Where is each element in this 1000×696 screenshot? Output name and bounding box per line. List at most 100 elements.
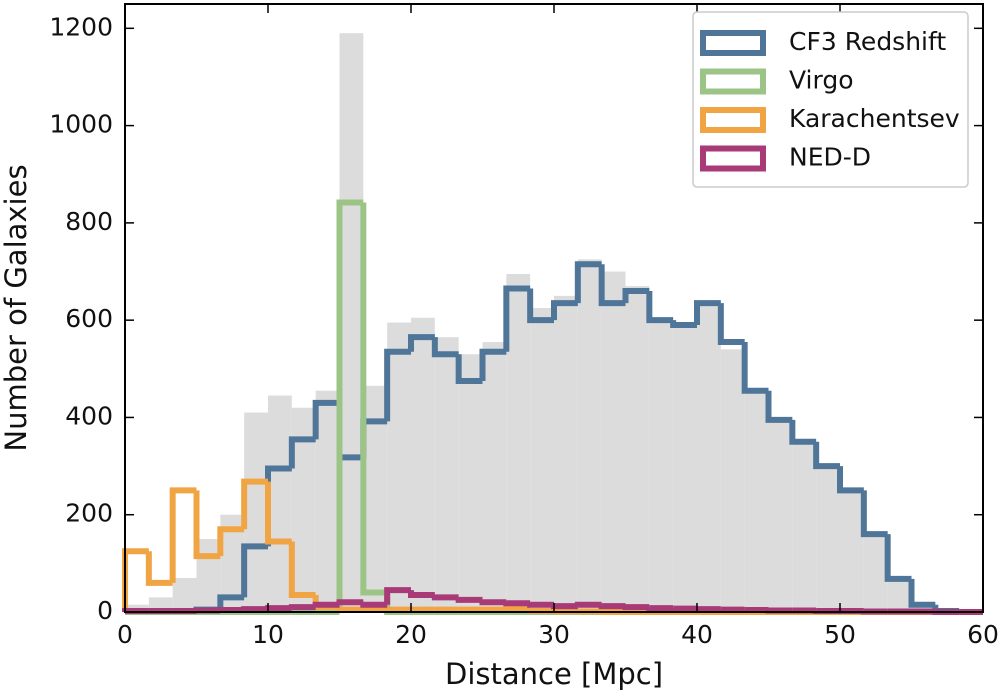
- bar: [625, 286, 650, 612]
- step-segment: [288, 541, 316, 598]
- step-segment: [241, 543, 268, 598]
- legend-label: Virgo: [789, 66, 854, 95]
- step-segment: [479, 599, 507, 606]
- step-segment: [122, 548, 149, 612]
- step-segment: [717, 303, 745, 346]
- step-segment: [527, 608, 554, 615]
- bar: [339, 33, 364, 612]
- legend-swatch: [700, 30, 766, 56]
- y-tick-label: 1000: [49, 110, 113, 139]
- bar: [840, 490, 864, 612]
- bar: [887, 580, 912, 612]
- y-tick-label: 0: [97, 596, 113, 625]
- step-segment: [193, 490, 221, 560]
- step-segment: [408, 590, 435, 598]
- bar: [506, 273, 531, 612]
- bar: [244, 412, 268, 612]
- y-tick-label: 800: [65, 207, 113, 236]
- bar: [554, 295, 578, 612]
- bar: [863, 534, 888, 612]
- step-segment: [145, 551, 173, 586]
- step-segment: [860, 490, 888, 538]
- legend-swatch: [700, 145, 766, 172]
- step-segment: [241, 606, 268, 613]
- x-tick-label: 0: [117, 620, 133, 649]
- step-segment: [503, 605, 531, 612]
- x-axis-label: Distance [Mpc]: [445, 657, 663, 691]
- step-segment: [288, 604, 316, 611]
- legend-label: NED-D: [789, 143, 871, 172]
- step-segment: [169, 487, 197, 583]
- step-segment: [598, 603, 626, 610]
- bar: [434, 337, 459, 612]
- bar: [387, 322, 411, 612]
- bar: [768, 422, 793, 612]
- step-segment: [217, 526, 245, 557]
- bar: [792, 441, 817, 612]
- bar: [315, 390, 340, 612]
- step-segment: [265, 605, 292, 612]
- step-segment: [288, 436, 316, 469]
- bar: [530, 308, 554, 612]
- y-tick-label: 400: [65, 401, 113, 430]
- bar: [649, 320, 674, 612]
- x-tick-label: 60: [967, 620, 999, 649]
- step-segment: [384, 606, 411, 613]
- step-segment: [503, 600, 531, 607]
- step-segment: [884, 534, 912, 582]
- bar: [673, 325, 697, 612]
- x-tick-label: 20: [395, 620, 427, 649]
- bar: [458, 354, 483, 612]
- bar: [291, 407, 316, 612]
- legend-label: Karachentsev: [789, 104, 960, 133]
- step-segment: [551, 603, 578, 610]
- x-tick-label: 30: [538, 620, 570, 649]
- bar: [601, 271, 626, 612]
- step-segment: [837, 466, 864, 494]
- legend: CF3 Redshift Virgo Karachentsev NED-D: [692, 11, 969, 188]
- bar: [697, 305, 721, 612]
- y-tick-label: 200: [65, 499, 113, 528]
- step-segment: [646, 605, 674, 612]
- step-segment: [741, 342, 769, 394]
- legend-label: CF3 Redshift: [789, 27, 946, 56]
- bar: [363, 385, 388, 612]
- x-tick-label: 40: [681, 620, 713, 649]
- step-segment: [217, 594, 245, 610]
- bar: [220, 514, 245, 612]
- legend-swatch: [700, 107, 766, 133]
- step-segment: [479, 348, 507, 381]
- step-segment: [312, 399, 340, 440]
- step-segment: [241, 478, 268, 530]
- step-segment: [336, 199, 364, 612]
- bar: [577, 259, 602, 612]
- step-segment: [431, 594, 459, 601]
- y-tick-label: 1200: [49, 12, 113, 41]
- bar: [911, 604, 936, 612]
- step-segment: [527, 288, 554, 324]
- step-segment: [622, 287, 650, 304]
- bar: [172, 577, 197, 612]
- step-segment: [908, 578, 936, 608]
- step-segment: [384, 587, 411, 605]
- x-tick-label: 50: [824, 620, 856, 649]
- step-segment: [694, 300, 721, 326]
- bar: [196, 539, 221, 612]
- bar: [816, 466, 840, 612]
- step-segment: [646, 290, 674, 324]
- y-tick-label: 600: [65, 304, 113, 333]
- step-segment: [384, 348, 411, 422]
- step-segment: [765, 390, 793, 423]
- step-segment: [574, 601, 602, 608]
- step-segment: [574, 261, 602, 304]
- x-tick-label: 10: [252, 620, 284, 649]
- bar: [720, 349, 745, 612]
- step-segment: [455, 354, 483, 384]
- step-segment: [360, 605, 388, 612]
- bar: [482, 342, 507, 612]
- legend-swatch: [700, 68, 766, 95]
- step-segment: [455, 596, 483, 603]
- bar: [744, 393, 769, 612]
- bar: [268, 395, 292, 612]
